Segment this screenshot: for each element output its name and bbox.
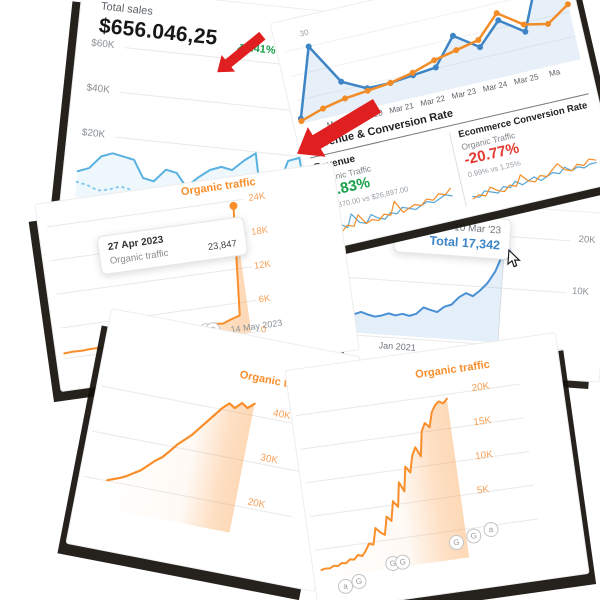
metric-title: Ecommerce Conversion Rate <box>457 99 589 141</box>
x-tick: Mar 21 <box>388 101 415 116</box>
y-tick: 18K <box>250 224 269 238</box>
y-tick: 24K <box>247 190 267 205</box>
y-tick: 6K <box>258 293 272 306</box>
total-sales-value: $656.046,25 <box>97 14 219 50</box>
card-revenue-conversion: 30 Mar 19 Mar 20 Mar 21 Mar 22 Mar 23 Ma… <box>269 0 600 252</box>
revenue-conversion-chart[interactable] <box>280 0 581 125</box>
x-tick: Mar 25 <box>513 72 540 87</box>
y-tick: 10K <box>474 449 494 463</box>
tooltip-value: 17,342 <box>461 235 501 253</box>
tooltip-label: Total <box>429 233 459 250</box>
metric-column-conversion: Ecommerce Conversion Rate Organic Traffi… <box>457 99 600 210</box>
chart-legend: Organic traffic <box>414 358 491 382</box>
organic-40k-chart[interactable] <box>101 366 257 533</box>
y-tick: 10K <box>571 285 590 298</box>
x-tick: Mar 23 <box>450 86 478 101</box>
red-arrow-icon <box>217 31 266 73</box>
red-arrow-icon <box>297 98 382 157</box>
y-tick: 12K <box>253 258 272 272</box>
y-tick: 15K <box>472 415 492 429</box>
metric-column-revenue: Revenue Organic Traffic 79.83% $48,370.0… <box>313 133 462 243</box>
card-organic-20k: Organic traffic 20K 15K 10K 5K G G G G a… <box>284 332 590 600</box>
x-tick: Mar 22 <box>419 93 446 109</box>
x-tick: Ma <box>548 67 562 79</box>
y-tick: 20K <box>471 380 491 395</box>
card-organic-40k: Organic traffic 40K 30K 20K <box>65 307 361 593</box>
y-tick: 5K <box>476 483 490 497</box>
google-update-marker[interactable]: G <box>465 527 483 545</box>
conversion-sparkline[interactable] <box>469 154 599 204</box>
revenue-sparkline[interactable] <box>325 187 455 237</box>
x-tick: Mar 24 <box>481 79 509 94</box>
tooltip-value: 23,847 <box>207 238 238 254</box>
x-tick: Jan 2021 <box>378 340 417 353</box>
organic-20k-chart[interactable] <box>298 381 470 578</box>
cursor-icon <box>507 248 521 268</box>
y-tick: 20K <box>578 233 596 247</box>
